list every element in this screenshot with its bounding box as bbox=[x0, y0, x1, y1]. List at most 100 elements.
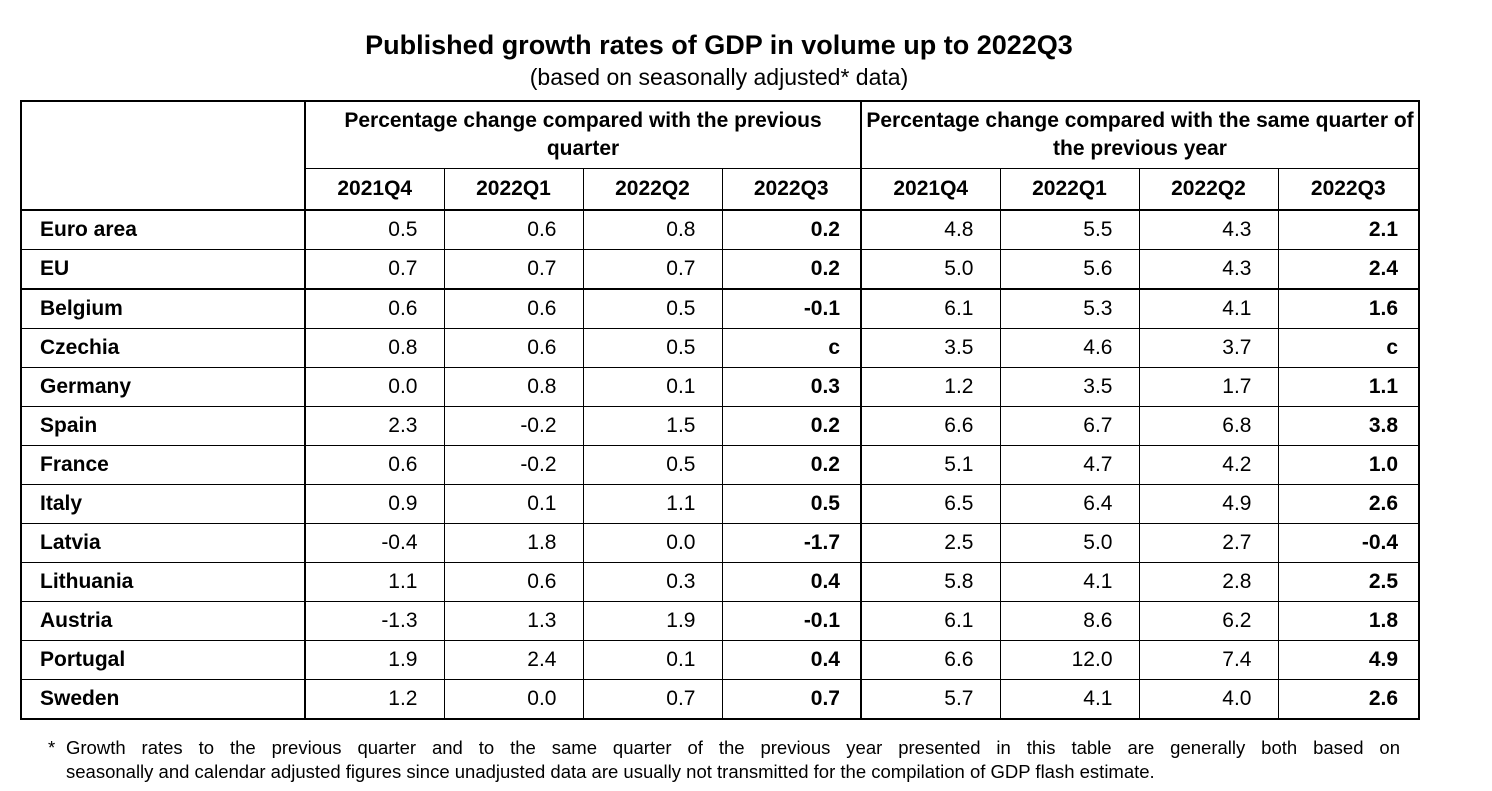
value-cell: 1.6 bbox=[1277, 288, 1420, 329]
table-row: EU 0.7 0.7 0.7 0.2 5.0 5.6 4.3 2.4 bbox=[20, 249, 1420, 290]
value-cell: 4.3 bbox=[1138, 249, 1279, 290]
value-cell: 6.7 bbox=[999, 406, 1140, 446]
value-cell: 0.7 bbox=[443, 249, 584, 290]
value-cell: 0.1 bbox=[582, 640, 723, 680]
value-cell: 5.5 bbox=[999, 209, 1140, 250]
corner-cell bbox=[20, 100, 306, 211]
value-cell: 3.8 bbox=[1277, 406, 1420, 446]
value-cell: 1.2 bbox=[304, 679, 445, 720]
value-cell: 6.1 bbox=[860, 601, 1001, 641]
value-cell: 1.1 bbox=[304, 562, 445, 602]
value-cell: c bbox=[1277, 328, 1420, 368]
value-cell: 1.9 bbox=[582, 601, 723, 641]
footnote-marker: * bbox=[48, 737, 56, 758]
value-cell: 0.1 bbox=[582, 367, 723, 407]
table-row: Spain 2.3 -0.2 1.5 0.2 6.6 6.7 6.8 3.8 bbox=[20, 406, 1420, 446]
value-cell: 0.5 bbox=[721, 484, 862, 524]
table-row: Austria -1.3 1.3 1.9 -0.1 6.1 8.6 6.2 1.8 bbox=[20, 601, 1420, 641]
value-cell: 0.7 bbox=[721, 679, 862, 720]
value-cell: 0.8 bbox=[304, 328, 445, 368]
footnote-line-1: Growth rates to the previous quarter and… bbox=[66, 737, 1400, 758]
value-cell: 0.8 bbox=[582, 209, 723, 250]
country-cell: Austria bbox=[20, 601, 306, 641]
value-cell: 2.6 bbox=[1277, 484, 1420, 524]
value-cell: 1.9 bbox=[304, 640, 445, 680]
value-cell: 0.2 bbox=[721, 406, 862, 446]
value-cell: 4.7 bbox=[999, 445, 1140, 485]
value-cell: -0.4 bbox=[304, 523, 445, 563]
value-cell: 0.7 bbox=[582, 249, 723, 290]
country-cell: EU bbox=[20, 249, 306, 290]
quarter-header-row: 2021Q4 2022Q1 2022Q2 2022Q3 2021Q4 2022Q1 2022… bbox=[21, 168, 1420, 211]
value-cell: 4.2 bbox=[1138, 445, 1279, 485]
value-cell: 0.5 bbox=[304, 209, 445, 250]
table-row: Lithuania 1.1 0.6 0.3 0.4 5.8 4.1 2.8 2.5 bbox=[20, 562, 1420, 602]
value-cell: 6.1 bbox=[860, 288, 1001, 329]
value-cell: 2.1 bbox=[1277, 209, 1420, 250]
value-cell: 6.8 bbox=[1138, 406, 1279, 446]
value-cell: 1.1 bbox=[1277, 367, 1420, 407]
value-cell: 2.4 bbox=[1277, 249, 1420, 290]
value-cell: 1.8 bbox=[443, 523, 584, 563]
country-cell: Czechia bbox=[20, 328, 306, 368]
country-cell: Euro area bbox=[20, 209, 306, 250]
value-cell: 0.9 bbox=[304, 484, 445, 524]
value-cell: -0.4 bbox=[1277, 523, 1420, 563]
value-cell: 4.1 bbox=[1138, 288, 1279, 329]
value-cell: 8.6 bbox=[999, 601, 1140, 641]
value-cell: 2.7 bbox=[1138, 523, 1279, 563]
value-cell: 0.5 bbox=[582, 288, 723, 329]
country-cell: Sweden bbox=[20, 679, 306, 720]
country-cell: Belgium bbox=[20, 288, 306, 329]
table-row: Latvia -0.4 1.8 0.0 -1.7 2.5 5.0 2.7 -0.4 bbox=[20, 523, 1420, 563]
table-row: Sweden 1.2 0.0 0.7 0.7 5.7 4.1 4.0 2.6 bbox=[20, 679, 1420, 720]
value-cell: 0.6 bbox=[304, 288, 445, 329]
value-cell: 6.6 bbox=[860, 406, 1001, 446]
value-cell: 5.0 bbox=[860, 249, 1001, 290]
table-row: Germany 0.0 0.8 0.1 0.3 1.2 3.5 1.7 1.1 bbox=[20, 367, 1420, 407]
value-cell: -0.1 bbox=[721, 288, 862, 329]
header-group-previous-quarter: Percentage change compared with the prev… bbox=[304, 100, 862, 169]
country-cell: Portugal bbox=[20, 640, 306, 680]
value-cell: 0.5 bbox=[582, 328, 723, 368]
value-cell: 2.8 bbox=[1138, 562, 1279, 602]
column-header-prev-2022q3: 2022Q3 bbox=[721, 168, 862, 211]
column-header-prev-2021q4: 2021Q4 bbox=[304, 168, 445, 211]
value-cell: -1.7 bbox=[721, 523, 862, 563]
value-cell: 1.1 bbox=[582, 484, 723, 524]
value-cell: 1.0 bbox=[1277, 445, 1420, 485]
value-cell: 3.5 bbox=[999, 367, 1140, 407]
value-cell: 4.8 bbox=[860, 209, 1001, 250]
column-header-yoy-2021q4: 2021Q4 bbox=[860, 168, 1001, 211]
column-header-yoy-2022q2: 2022Q2 bbox=[1138, 168, 1279, 211]
column-header-yoy-2022q3: 2022Q3 bbox=[1277, 168, 1420, 211]
value-cell: 3.5 bbox=[860, 328, 1001, 368]
value-cell: 7.4 bbox=[1138, 640, 1279, 680]
header-group-same-quarter: Percentage change compared with the same… bbox=[859, 100, 1420, 169]
value-cell: 4.1 bbox=[999, 562, 1140, 602]
value-cell: 0.2 bbox=[721, 445, 862, 485]
column-header-yoy-2022q1: 2022Q1 bbox=[999, 168, 1140, 211]
value-cell: 0.2 bbox=[721, 209, 862, 250]
value-cell: 0.5 bbox=[582, 445, 723, 485]
value-cell: 4.6 bbox=[999, 328, 1140, 368]
country-cell: Lithuania bbox=[20, 562, 306, 602]
value-cell: 5.6 bbox=[999, 249, 1140, 290]
value-cell: -1.3 bbox=[304, 601, 445, 641]
value-cell: 5.8 bbox=[860, 562, 1001, 602]
page-title: Published growth rates of GDP in volume … bbox=[365, 30, 1073, 60]
footnote-line-2: seasonally and calendar adjusted figures… bbox=[66, 761, 1155, 782]
table-row: Italy 0.9 0.1 1.1 0.5 6.5 6.4 4.9 2.6 bbox=[20, 484, 1420, 524]
value-cell: 4.9 bbox=[1277, 640, 1420, 680]
value-cell: 6.4 bbox=[999, 484, 1140, 524]
value-cell: 4.1 bbox=[999, 679, 1140, 720]
value-cell: 0.0 bbox=[582, 523, 723, 563]
value-cell: 0.0 bbox=[304, 367, 445, 407]
value-cell: 0.6 bbox=[443, 209, 584, 250]
value-cell: 5.7 bbox=[860, 679, 1001, 720]
value-cell: 0.6 bbox=[304, 445, 445, 485]
value-cell: 0.1 bbox=[443, 484, 584, 524]
table-row: Belgium 0.6 0.6 0.5 -0.1 6.1 5.3 4.1 1.6 bbox=[20, 288, 1420, 329]
value-cell: 1.7 bbox=[1138, 367, 1279, 407]
value-cell: 0.6 bbox=[443, 328, 584, 368]
